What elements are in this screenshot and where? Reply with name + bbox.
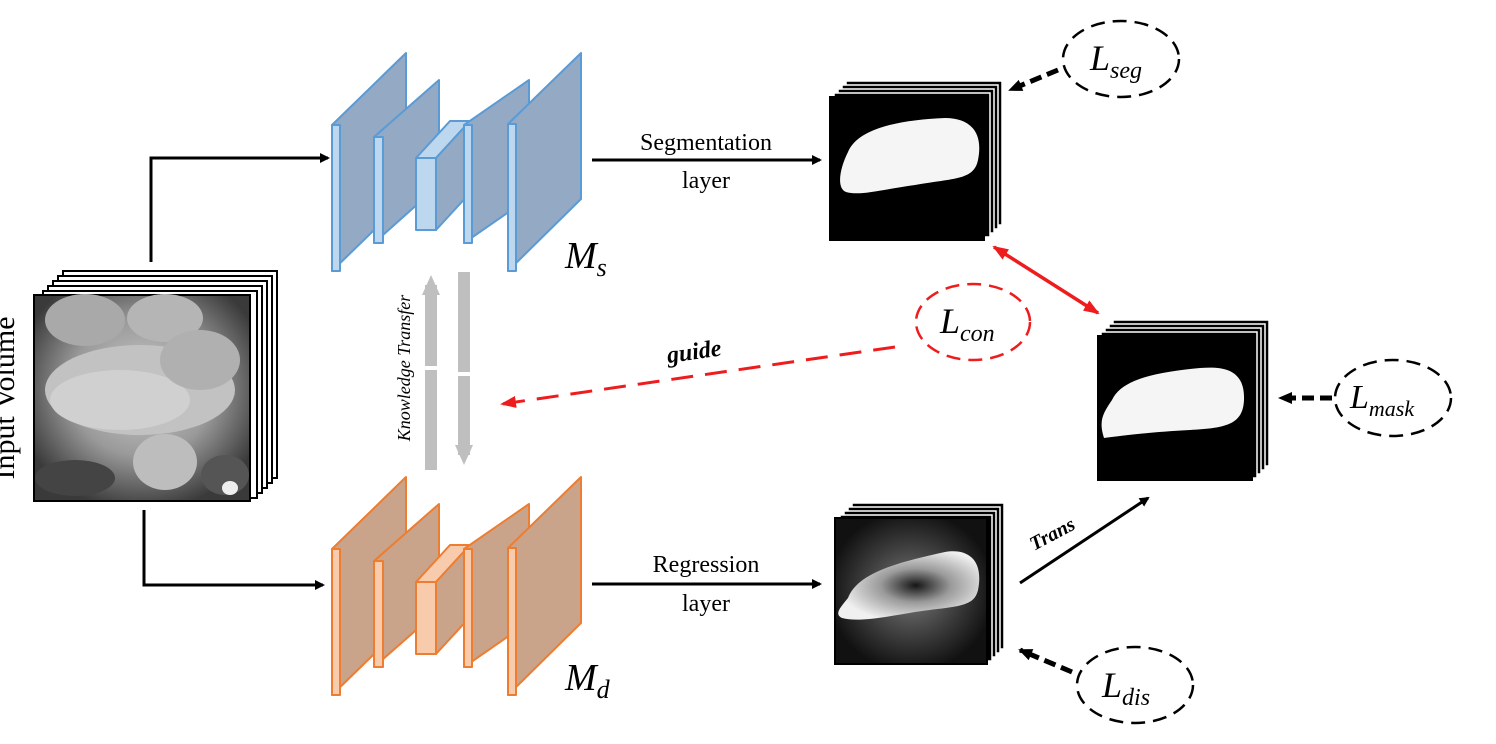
loss-mask: Lmask	[1333, 358, 1453, 438]
network-ms	[331, 52, 582, 272]
svg-text:Lseg: Lseg	[1089, 38, 1142, 84]
arrow-input-to-md	[142, 510, 325, 590]
regression-label-2: layer	[682, 591, 730, 617]
mri-slice-image	[33, 294, 251, 502]
svg-text:Lcon: Lcon	[939, 301, 995, 347]
loss-con: Lcon	[914, 282, 1032, 362]
distance-map-output	[834, 502, 1005, 665]
distance-map-shape	[838, 551, 980, 620]
loss-seg: Lseg	[1061, 19, 1181, 99]
svg-text:Ldis: Ldis	[1101, 665, 1150, 711]
svg-text:Lmask: Lmask	[1349, 379, 1415, 421]
guide-label: guide	[664, 336, 723, 370]
model-s-label: Ms	[564, 235, 607, 282]
input-volume-label: Input Volume	[0, 316, 21, 479]
mask-shape	[1101, 367, 1245, 438]
consistency-arrow	[992, 245, 1100, 315]
arrow-input-to-ms	[149, 153, 330, 262]
network-md	[331, 476, 582, 696]
segmentation-mask-shape	[840, 118, 980, 194]
loss-dis: Ldis	[1075, 645, 1195, 725]
regression-label-1: Regression	[653, 552, 760, 578]
knowledge-transfer-arrows	[422, 272, 473, 470]
segmentation-label-2: layer	[682, 168, 730, 194]
model-d-label: Md	[564, 657, 611, 704]
arrow-lseg	[1008, 67, 1059, 93]
arrow-trans	[1019, 496, 1150, 585]
arrow-ldis	[1018, 647, 1073, 675]
mask-output	[1097, 319, 1270, 481]
input-volume: Input Volume	[0, 270, 278, 502]
knowledge-transfer-label: Knowledge Transfer	[394, 294, 414, 443]
segmentation-output	[829, 80, 1003, 241]
segmentation-label-1: Segmentation	[640, 130, 772, 156]
